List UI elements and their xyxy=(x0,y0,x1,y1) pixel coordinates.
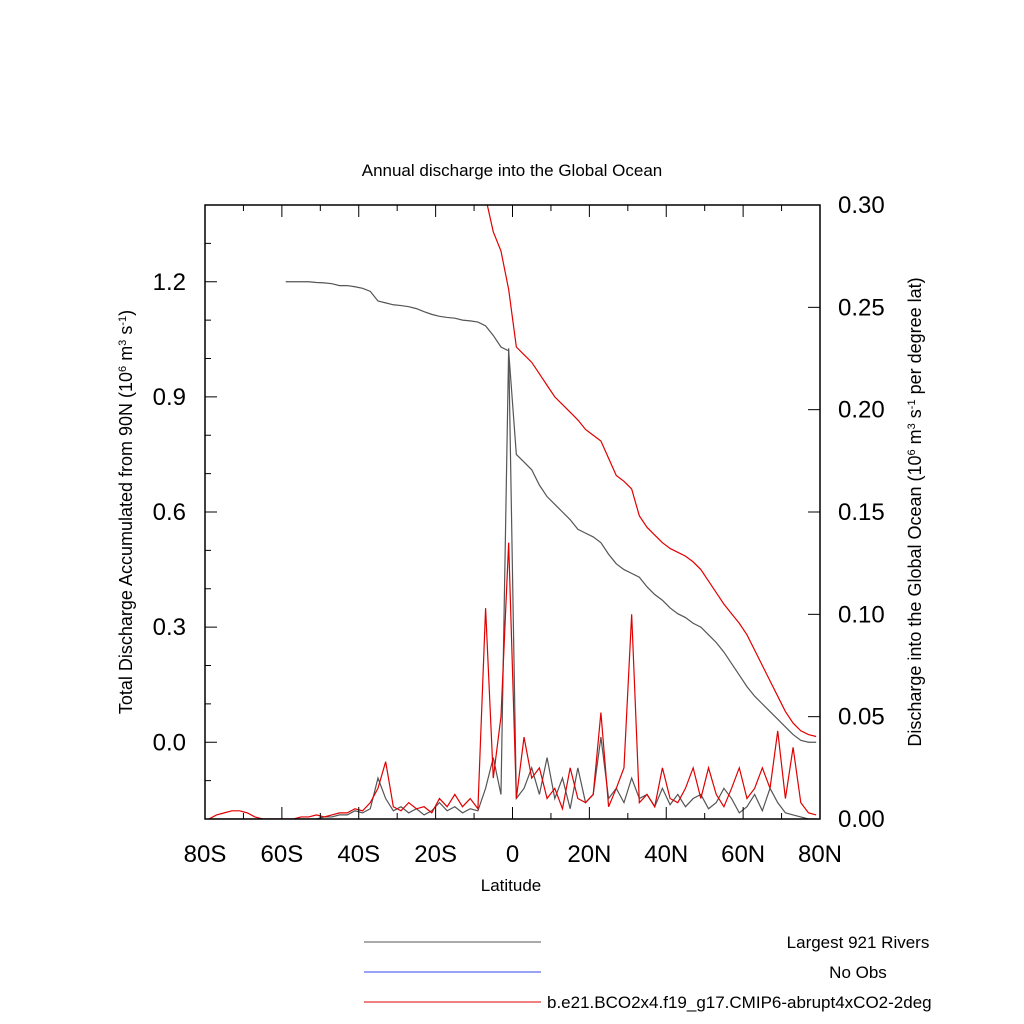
axis-label-part: 6 xyxy=(117,366,129,372)
y2-tick-label: 0.10 xyxy=(838,601,885,628)
legend-label: Largest 921 Rivers xyxy=(787,933,930,952)
y2-tick-label: 0.30 xyxy=(838,192,885,219)
x-tick-label: 80S xyxy=(184,841,227,868)
plot-area xyxy=(208,205,817,819)
plot-frame xyxy=(204,204,821,820)
axis-label-part: s xyxy=(905,409,925,423)
axis-label-part: 3 xyxy=(117,340,129,346)
x-tick-label: 80N xyxy=(798,841,842,868)
axis-label-part: m xyxy=(116,346,136,366)
x-tick-label: 20N xyxy=(567,841,611,868)
axis-label-part: m xyxy=(905,429,925,449)
axis-label-part: Total Discharge Accumulated from 90N (10 xyxy=(116,372,136,714)
x-tick-label: 60S xyxy=(261,841,304,868)
y-tick-label: 0.3 xyxy=(153,614,186,641)
y2-axis-label: Discharge into the Global Ocean (106 m3 … xyxy=(905,277,925,746)
axis-label-part: ) xyxy=(116,310,136,316)
x-tick-label: 60N xyxy=(721,841,765,868)
y-tick-label: 0.0 xyxy=(153,729,186,756)
y-tick-label: 1.2 xyxy=(153,269,186,296)
series-line xyxy=(285,281,817,743)
chart-title: Annual discharge into the Global Ocean xyxy=(362,161,663,180)
series-line xyxy=(486,205,817,738)
y2-tick-label: 0.20 xyxy=(838,397,885,424)
axis-label-part: -1 xyxy=(117,316,129,326)
legend-label: No Obs xyxy=(829,963,887,982)
legend-label: b.e21.BCO2x4.f19_g17.CMIP6-abrupt4xCO2-2… xyxy=(547,993,932,1012)
x-tick-label: 20S xyxy=(414,841,457,868)
x-tick-label: 40S xyxy=(337,841,380,868)
series-line xyxy=(208,348,817,819)
y2-tick-label: 0.25 xyxy=(838,294,885,321)
y2-tick-label: 0.05 xyxy=(838,704,885,731)
x-tick-label: 40N xyxy=(644,841,688,868)
y2-tick-label: 0.15 xyxy=(838,499,885,526)
axis-label-part: 3 xyxy=(906,423,918,429)
axis-label-part: Discharge into the Global Ocean (10 xyxy=(905,455,925,746)
y-axis-label: Total Discharge Accumulated from 90N (10… xyxy=(116,310,136,714)
x-axis-label: Latitude xyxy=(481,876,542,895)
axis-label-part: per degree lat) xyxy=(905,277,925,399)
series-line xyxy=(208,542,817,819)
y-tick-label: 0.9 xyxy=(153,384,186,411)
y-tick-label: 0.6 xyxy=(153,499,186,526)
x-tick-label: 0 xyxy=(506,841,519,868)
axis-label-part: s xyxy=(116,326,136,340)
y2-tick-label: 0.00 xyxy=(838,806,885,833)
axis-label-part: 6 xyxy=(906,449,918,455)
axis-label-part: -1 xyxy=(906,399,918,409)
